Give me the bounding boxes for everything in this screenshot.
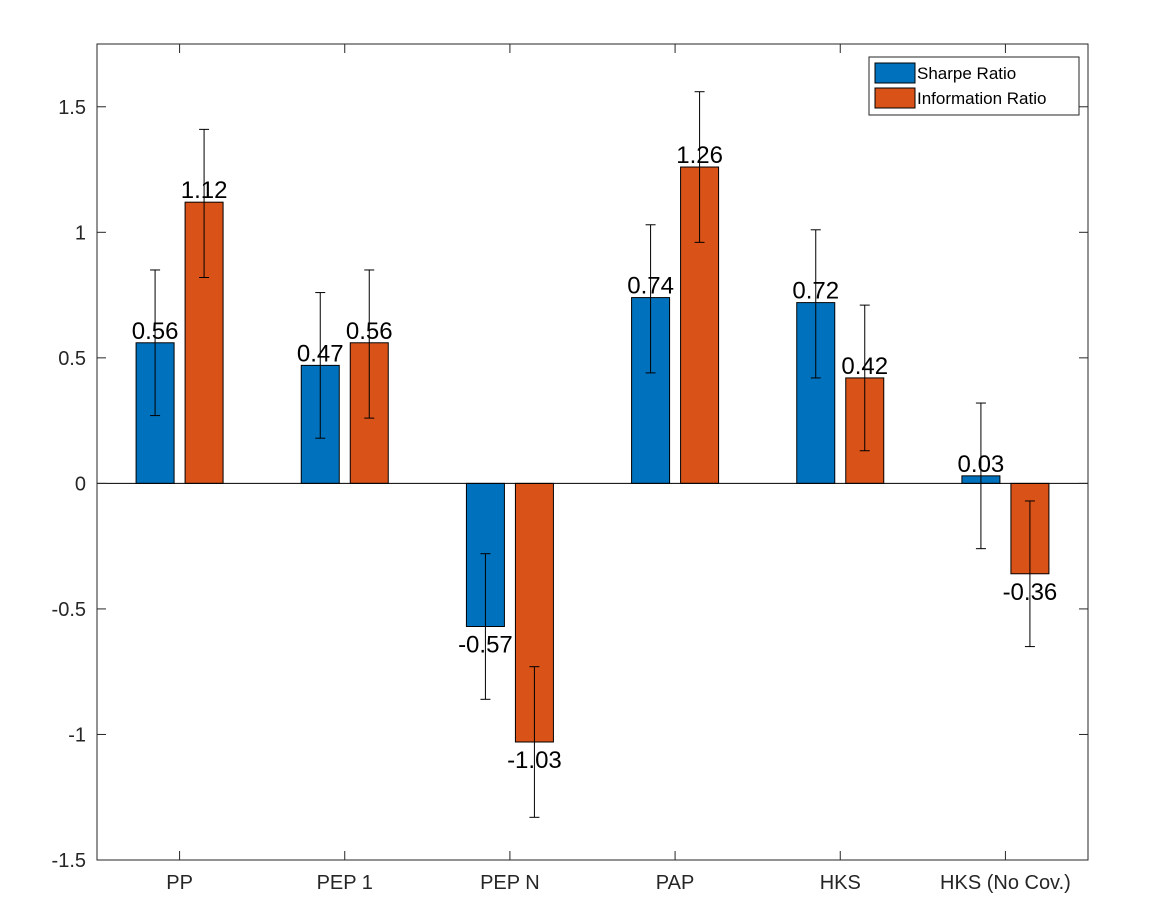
data-label-0-5: 0.03 (958, 451, 1005, 478)
data-label-1-0: 1.12 (181, 177, 228, 204)
plot-background (97, 44, 1088, 860)
x-tick-label-1: PEP 1 (317, 872, 373, 894)
y-tick-label-5: 1 (75, 222, 86, 244)
x-tick-label-0: PP (166, 872, 193, 894)
data-label-1-1: 0.56 (346, 318, 393, 345)
legend-label-1: Information Ratio (917, 89, 1046, 108)
data-label-1-4: 0.42 (841, 353, 888, 380)
x-tick-label-4: HKS (820, 872, 861, 894)
axes-box (96, 43, 1089, 861)
legend: Sharpe Ratio Information Ratio (868, 56, 1080, 116)
plot-area (97, 44, 1088, 860)
y-tick-label-1: -1 (68, 724, 86, 746)
data-label-0-0: 0.56 (132, 318, 179, 345)
data-label-0-2: -0.57 (458, 631, 513, 658)
axes: -1.5 -1 -0.5 0 0.5 1 1.5 PP PEP 1 PEP N PAP HKS HKS … (52, 43, 1089, 894)
data-label-1-3: 1.26 (676, 142, 723, 169)
data-label-1-2: -1.03 (507, 747, 562, 774)
x-tick-label-3: PAP (656, 872, 695, 894)
y-tick-label-2: -0.5 (52, 599, 86, 621)
y-tick-label-4: 0.5 (58, 348, 86, 370)
y-tick-label-3: 0 (75, 473, 86, 495)
data-label-0-3: 0.74 (627, 273, 674, 300)
legend-swatch-0 (874, 62, 916, 84)
legend-label-0: Sharpe Ratio (917, 64, 1016, 83)
data-label-1-5: -0.36 (1003, 579, 1058, 606)
data-label-0-1: 0.47 (297, 340, 344, 367)
data-labels: 0.560.47-0.570.74 0.720.031.120.56-1.031.… (132, 142, 1058, 774)
x-tick-label-2: PEP N (480, 872, 540, 894)
x-tick-label-5: HKS (No Cov.) (940, 872, 1071, 894)
y-tick-label-6: 1.5 (58, 97, 86, 119)
y-tick-label-0: -1.5 (52, 850, 86, 872)
legend-swatch-1 (874, 87, 916, 109)
data-label-0-4: 0.72 (792, 278, 839, 305)
error-bars (150, 91, 1035, 818)
